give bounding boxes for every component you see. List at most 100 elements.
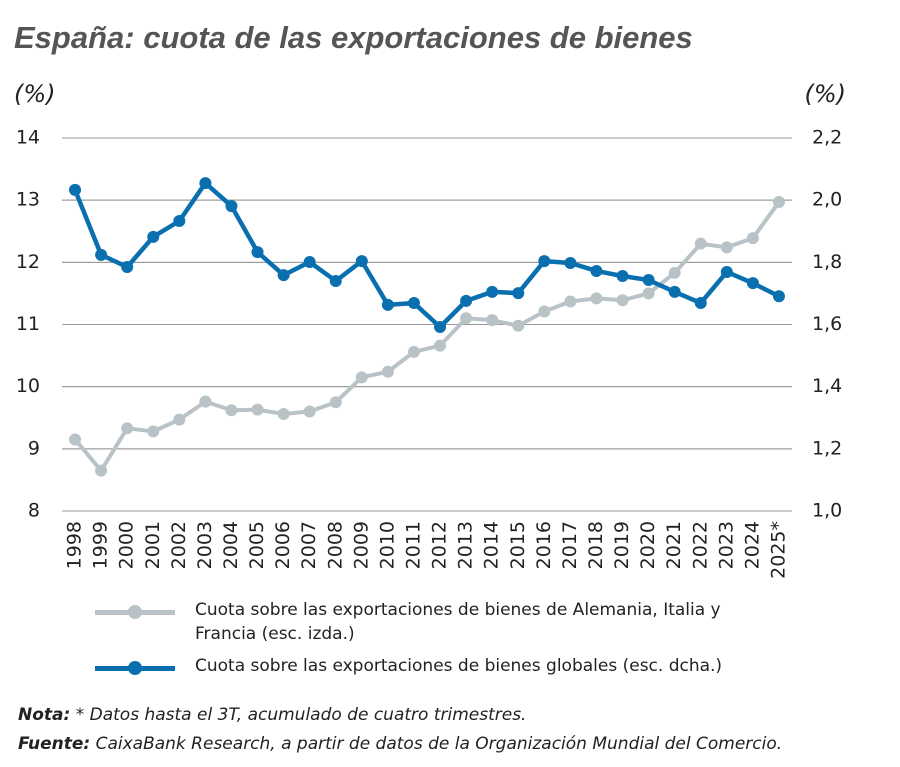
x-tick-label: 2021	[663, 521, 685, 569]
y2-tick-label: 1,0	[812, 500, 842, 522]
legend-item: Cuota sobre las exportaciones de bienes …	[95, 598, 735, 646]
legend-marker	[128, 605, 142, 619]
x-tick-label: 2014	[481, 521, 503, 569]
data-point	[121, 422, 134, 435]
data-point	[642, 274, 655, 287]
data-point	[199, 395, 212, 408]
y-tick-label: 12	[16, 251, 40, 273]
y-tick-label: 10	[16, 375, 40, 397]
x-tick-label: 2015	[507, 521, 529, 569]
data-point	[225, 404, 238, 417]
data-point	[694, 297, 707, 310]
chart-title: España: cuota de las exportaciones de bi…	[14, 20, 693, 55]
data-point	[303, 405, 316, 418]
y2-tick-label: 1,4	[812, 375, 842, 397]
data-point	[512, 319, 525, 332]
data-point	[251, 246, 264, 259]
series-line	[72, 180, 780, 330]
data-point	[173, 214, 186, 227]
data-point	[616, 270, 629, 283]
data-point	[381, 298, 394, 311]
data-point	[407, 345, 420, 358]
data-point	[225, 200, 238, 213]
data-point	[590, 292, 603, 305]
data-point	[434, 339, 447, 352]
legend-label: Cuota sobre las exportaciones de bienes …	[195, 600, 721, 644]
y-tick-label: 13	[16, 189, 40, 211]
data-point	[303, 256, 316, 269]
y-tick-label: 9	[28, 437, 40, 459]
y-tick-label: 14	[16, 127, 40, 149]
data-point	[538, 305, 551, 318]
x-tick-label: 1999	[90, 521, 112, 569]
x-tick-label: 2023	[715, 521, 737, 569]
x-tick-label: 2017	[559, 521, 581, 569]
data-point	[668, 285, 681, 298]
legend-marker	[128, 661, 142, 675]
data-point	[147, 425, 160, 438]
data-point	[355, 371, 368, 384]
data-point	[772, 290, 785, 303]
data-point	[121, 260, 134, 273]
data-point	[720, 241, 733, 254]
y2-tick-label: 1,6	[812, 313, 842, 335]
note: Fuente: CaixaBank Research, a partir de …	[18, 734, 782, 754]
data-point	[486, 314, 499, 327]
data-point	[277, 269, 290, 282]
note-text: CaixaBank Research, a partir de datos de…	[90, 734, 783, 754]
x-tick-label: 2018	[585, 521, 607, 569]
x-tick-label: 1998	[64, 521, 86, 569]
data-point	[69, 183, 82, 196]
x-tick-label: 2010	[376, 521, 398, 569]
x-tick-label: 2020	[637, 521, 659, 569]
data-point	[69, 433, 82, 446]
data-point	[746, 277, 759, 290]
legend-label: Cuota sobre las exportaciones de bienes …	[195, 656, 723, 676]
y2-tick-label: 1,8	[812, 251, 842, 273]
chart: (%) (%) 8 9 10 11 12 13 14 1,0 1,2 1,4 1,6 1,8 2,0 2,…	[14, 80, 846, 579]
y-tick-label: 11	[16, 313, 40, 335]
data-point	[329, 396, 342, 409]
data-point	[772, 196, 785, 209]
note-label: Fuente:	[18, 734, 91, 754]
x-tick-label: 2025*	[767, 521, 789, 579]
y-tick-label: 8	[28, 500, 40, 522]
data-point	[668, 266, 681, 279]
note: Nota: * Datos hasta el 3T, acumulado de …	[18, 705, 526, 725]
data-point	[590, 265, 603, 278]
x-tick-label: 2002	[168, 521, 190, 569]
data-point	[434, 320, 447, 333]
data-point	[616, 294, 629, 307]
data-point	[564, 295, 577, 308]
x-tick-label: 2006	[272, 521, 294, 569]
data-point	[329, 274, 342, 287]
y-axis-label: (%)	[14, 80, 56, 108]
x-tick-label: 2009	[350, 521, 372, 569]
data-point	[486, 285, 499, 298]
x-tick-label: 2001	[142, 521, 164, 569]
data-point	[538, 255, 551, 268]
data-point	[95, 248, 108, 261]
data-point	[512, 287, 525, 300]
legend: Cuota sobre las exportaciones de bienes …	[95, 598, 735, 686]
x-tick-label: 2007	[298, 521, 320, 569]
data-point	[199, 177, 212, 190]
x-tick-label: 2016	[533, 521, 555, 569]
x-tick-label: 2005	[246, 521, 268, 569]
data-point	[746, 232, 759, 245]
data-point	[147, 230, 160, 243]
x-tick-label: 2024	[741, 521, 763, 569]
data-point	[694, 237, 707, 250]
data-point	[460, 312, 473, 325]
x-tick-label: 2012	[429, 521, 451, 569]
data-point	[355, 255, 368, 268]
y2-tick-label: 1,2	[812, 437, 842, 459]
x-tick-label: 2000	[116, 521, 138, 569]
y2-tick-label: 2,2	[812, 127, 842, 149]
x-tick-label: 2003	[194, 521, 216, 569]
x-tick-label: 2008	[324, 521, 346, 569]
data-point	[720, 265, 733, 278]
data-point	[173, 413, 186, 426]
series-line	[73, 200, 781, 473]
